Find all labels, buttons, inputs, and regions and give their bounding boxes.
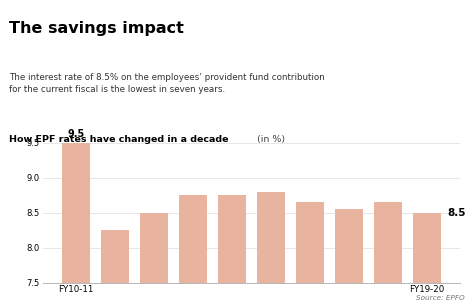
Bar <box>100 230 129 304</box>
Bar <box>257 192 285 304</box>
Text: The savings impact: The savings impact <box>9 21 184 36</box>
Bar <box>140 213 168 304</box>
Bar <box>62 143 90 304</box>
Text: 9.5: 9.5 <box>67 130 84 139</box>
Text: How EPF rates have changed in a decade: How EPF rates have changed in a decade <box>9 135 229 144</box>
Bar <box>218 195 246 304</box>
Text: The interest rate of 8.5% on the employees’ provident fund contribution
for the : The interest rate of 8.5% on the employe… <box>9 73 325 95</box>
Text: (in %): (in %) <box>254 135 285 144</box>
Bar <box>296 202 324 304</box>
Bar <box>179 195 207 304</box>
Text: Source: EPFO: Source: EPFO <box>416 295 465 301</box>
Bar <box>335 209 363 304</box>
Bar <box>413 213 441 304</box>
Bar <box>374 202 402 304</box>
Text: 8.5: 8.5 <box>447 208 465 218</box>
